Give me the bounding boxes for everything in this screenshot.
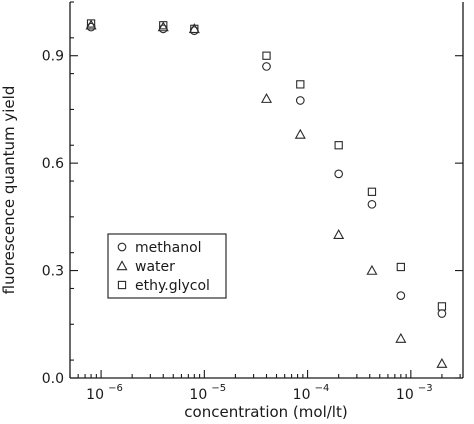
ethy-glycol-point xyxy=(437,302,447,311)
ethy-glycol-point xyxy=(396,262,405,272)
water-point xyxy=(85,19,97,30)
methanol-point xyxy=(295,96,305,105)
legend-marker xyxy=(117,280,127,290)
x-tick-exponent: −5 xyxy=(211,383,226,394)
plot-frame xyxy=(69,2,464,379)
x-axis-ticks: 10 −6 10 −5 10 −4 10 −3 xyxy=(69,370,461,403)
water-point xyxy=(395,332,407,343)
x-tick-exponent: −3 xyxy=(418,383,433,394)
ethy-glycol-point xyxy=(334,141,343,150)
legend-label: water xyxy=(135,259,175,275)
legend-box xyxy=(107,233,227,299)
x-tick-exponent: −6 xyxy=(108,383,123,394)
methanol-point xyxy=(396,291,406,300)
ethy-glycol-point xyxy=(86,19,96,28)
y-axis-label: fluorescence quantum yield xyxy=(0,86,18,295)
legend-label: ethy.glycol xyxy=(135,278,210,294)
ethy-glycol-point xyxy=(367,187,377,196)
legend-label: methanol xyxy=(135,240,202,256)
ethy-glycol-point xyxy=(296,80,305,89)
water-point xyxy=(366,264,378,275)
methanol-point xyxy=(334,169,344,179)
legend: methanol water ethy.glycol xyxy=(107,233,227,299)
ethy-glycol-point xyxy=(159,21,168,30)
water-point xyxy=(333,229,345,239)
x-tick-label: 10 xyxy=(293,387,311,403)
y-tick-label: 0.9 xyxy=(42,49,64,65)
data-points xyxy=(85,19,448,368)
x-tick-label: 10 xyxy=(396,387,414,403)
water-point xyxy=(260,92,273,103)
x-tick-label: 10 xyxy=(189,387,207,403)
x-axis-label: concentration (mol/lt) xyxy=(184,403,347,421)
x-tick-exponent: −4 xyxy=(315,383,330,394)
methanol-point xyxy=(437,309,447,318)
water-point xyxy=(294,128,306,139)
methanol-point xyxy=(367,199,377,209)
water-point xyxy=(157,21,169,32)
ethy-glycol-point xyxy=(262,51,271,60)
legend-marker xyxy=(117,242,127,252)
y-axis-ticks: 0.0 0.3 0.6 0.9 xyxy=(42,1,463,387)
water-point xyxy=(436,357,448,368)
y-tick-label: 0.6 xyxy=(42,156,64,172)
x-tick-label: 10 xyxy=(86,387,104,403)
ethy-glycol-point xyxy=(190,24,199,34)
y-tick-label: 0.0 xyxy=(42,371,64,387)
legend-items: methanol water ethy.glycol xyxy=(116,240,210,294)
legend-marker xyxy=(116,260,128,271)
methanol-point xyxy=(262,62,271,71)
y-tick-label: 0.3 xyxy=(42,264,64,280)
